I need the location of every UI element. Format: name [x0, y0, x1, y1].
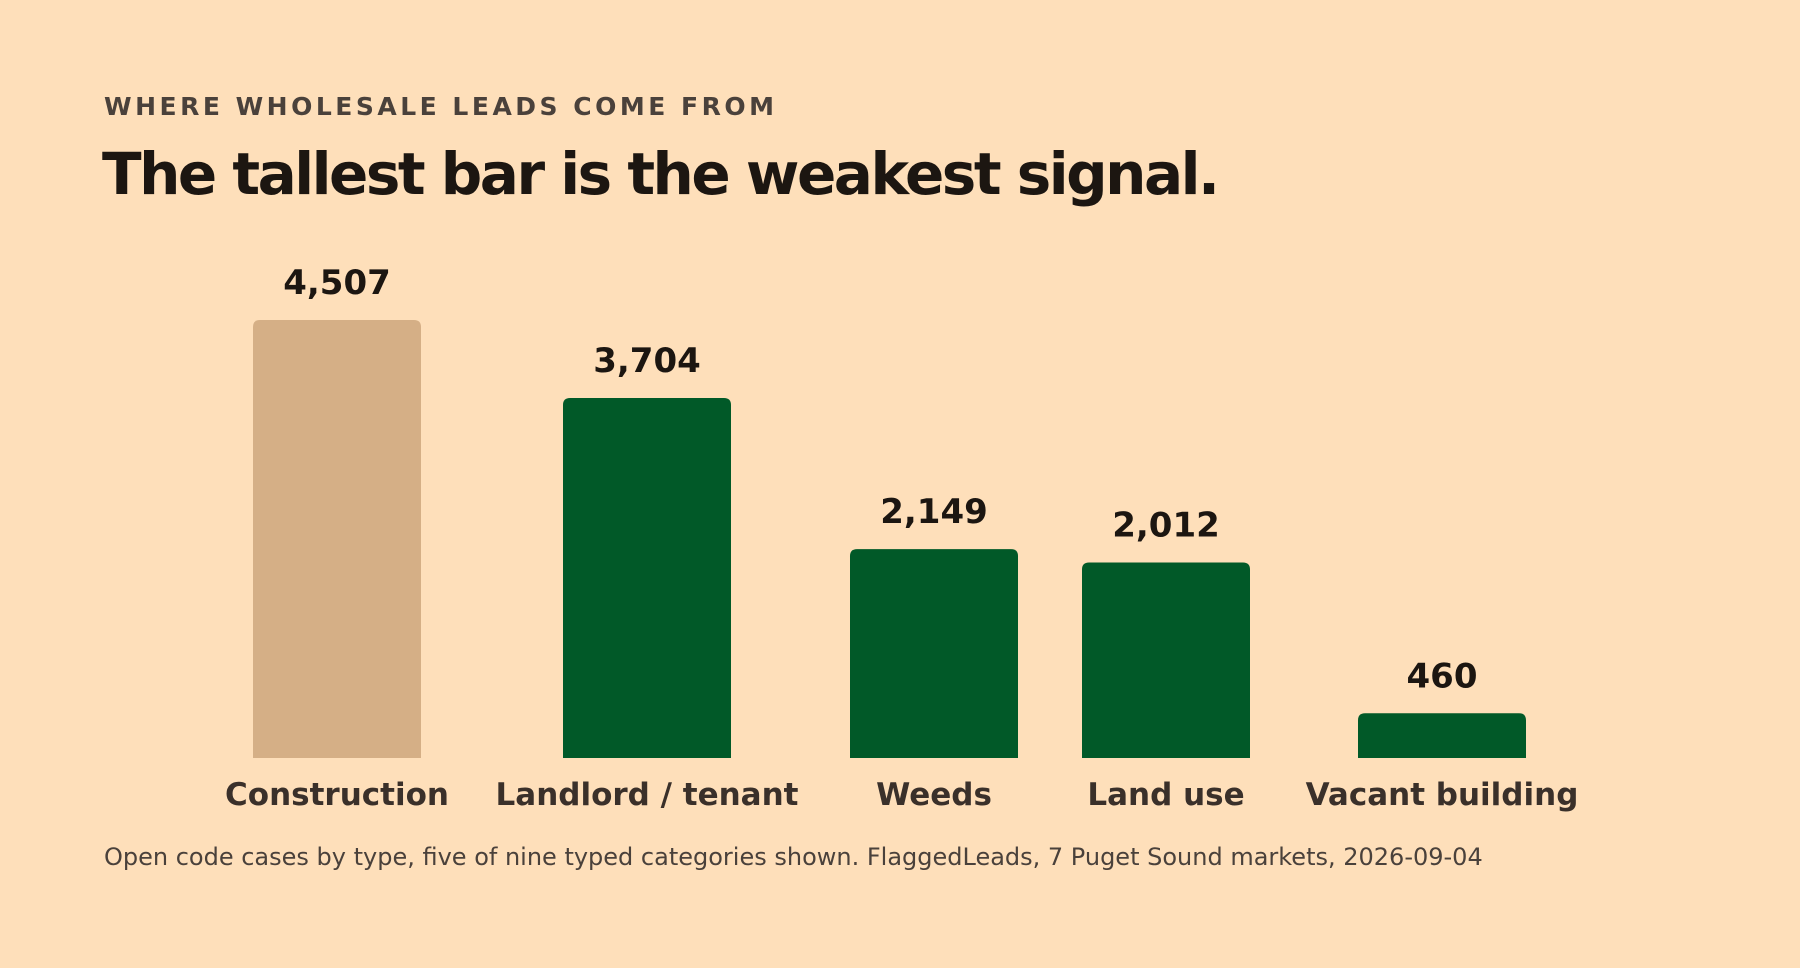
chart-eyebrow: WHERE WHOLESALE LEADS COME FROM: [104, 92, 778, 121]
bar-value-label: 2,012: [1112, 505, 1220, 545]
category-label: Weeds: [876, 777, 992, 813]
bar-value-label: 460: [1407, 656, 1478, 696]
chart-headline: The tallest bar is the weakest signal.: [102, 140, 1220, 208]
category-label: Land use: [1087, 777, 1244, 813]
value-labels-group: 4,507 3,704 2,149 2,012 460: [283, 263, 1477, 696]
bar-value-label: 3,704: [593, 341, 701, 381]
bar-vacant-building: [1358, 713, 1526, 758]
bars-group: [253, 320, 1526, 758]
bar-value-label: 4,507: [283, 263, 391, 303]
category-label: Vacant building: [1306, 777, 1579, 813]
bar-weeds: [850, 549, 1018, 758]
bar-landlord-tenant: [563, 398, 731, 758]
category-label: Landlord / tenant: [496, 777, 799, 813]
category-label: Construction: [225, 777, 449, 813]
bar-land-use: [1082, 562, 1250, 758]
category-labels-group: Construction Landlord / tenant Weeds Land u…: [225, 777, 1578, 813]
chart-caption: Open code cases by type, five of nine ty…: [104, 843, 1483, 871]
bar-value-label: 2,149: [880, 492, 988, 532]
bar-construction: [253, 320, 421, 758]
